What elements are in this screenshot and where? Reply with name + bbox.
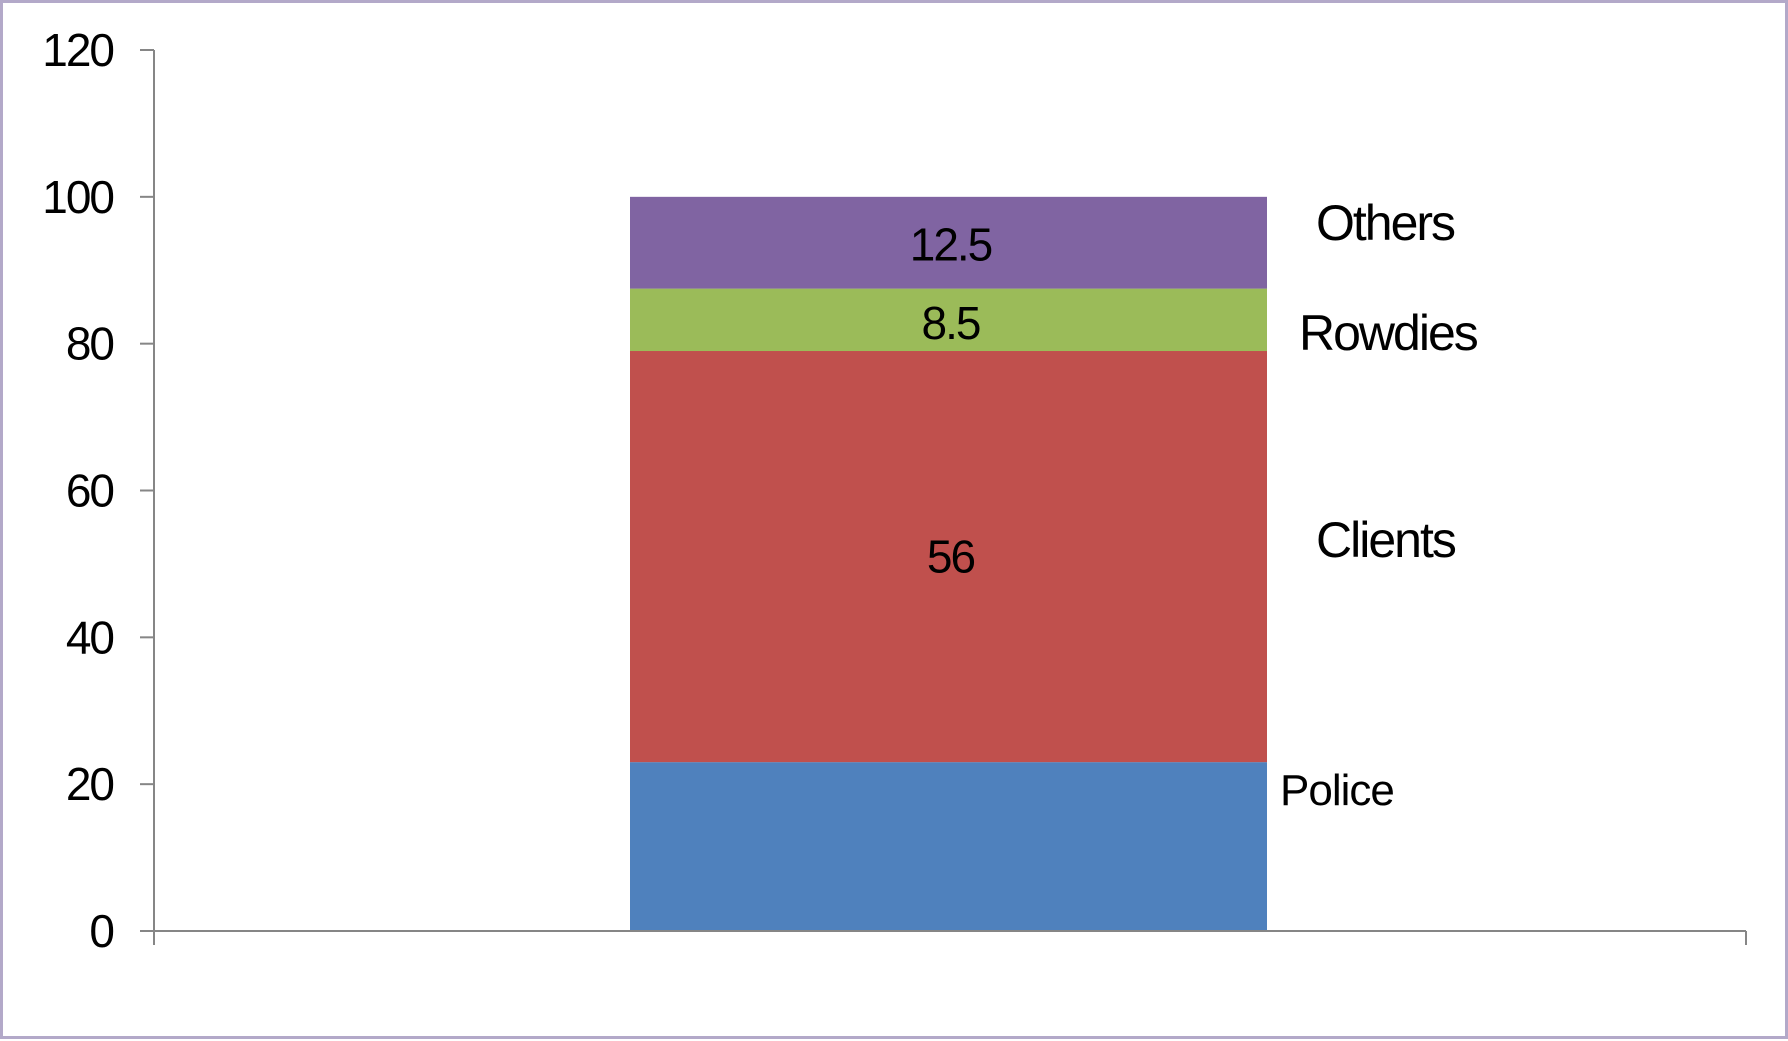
labels-layer: 0 20 40 60 80 100 120 56 8.5 12.5 Police Clients Row… <box>42 24 1479 957</box>
y-tick-label-60: 60 <box>66 465 114 517</box>
axes-layer <box>140 49 1747 945</box>
data-label-clients: 56 <box>927 531 975 583</box>
y-tick-label-120: 120 <box>42 24 113 76</box>
y-tick-label-20: 20 <box>66 758 114 810</box>
bars-layer <box>630 196 1267 931</box>
bar-segment-clients <box>630 351 1267 763</box>
data-label-rowdies: 8.5 <box>922 297 980 349</box>
data-label-others: 12.5 <box>910 219 992 271</box>
bar-segment-police <box>630 762 1267 931</box>
y-tick-label-80: 80 <box>66 318 114 370</box>
bar-segment-rowdies <box>630 288 1267 352</box>
y-tick-label-0: 0 <box>89 905 113 957</box>
series-label-clients: Clients <box>1316 512 1456 568</box>
y-tick-label-40: 40 <box>66 611 114 663</box>
series-label-rowdies: Rowdies <box>1299 305 1478 361</box>
bar-segment-others <box>630 196 1267 289</box>
y-tick-label-100: 100 <box>42 171 113 223</box>
series-label-police: Police <box>1280 766 1394 815</box>
stacked-bar-chart: 0 20 40 60 80 100 120 56 8.5 12.5 Police Clients Row… <box>42 24 1747 957</box>
series-label-others: Others <box>1316 195 1455 251</box>
